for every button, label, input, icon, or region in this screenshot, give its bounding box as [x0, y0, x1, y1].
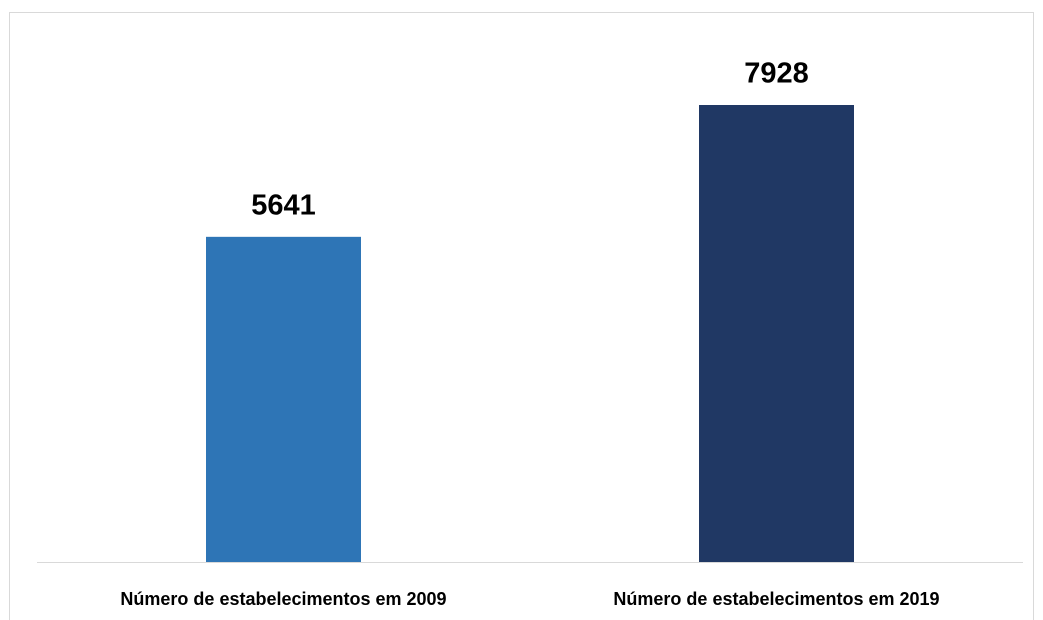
x-tick-label: Número de estabelecimentos em 2009 [120, 589, 446, 609]
value-label: 7928 [744, 58, 809, 90]
bar [206, 236, 361, 562]
x-tick-label: Número de estabelecimentos em 2019 [613, 589, 939, 609]
chart-frame [9, 12, 1034, 620]
value-label: 5641 [251, 189, 316, 221]
bar [699, 105, 854, 562]
